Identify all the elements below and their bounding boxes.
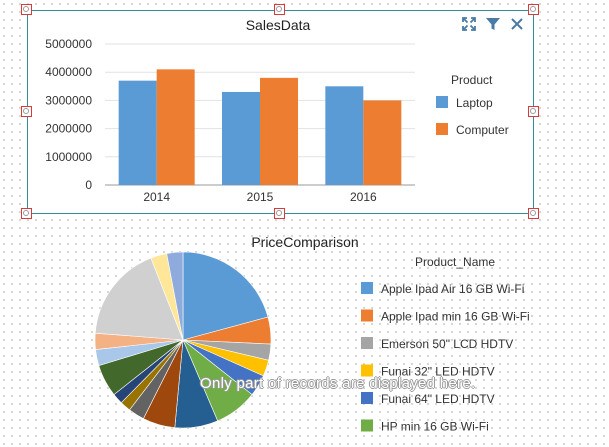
legend-title: Product_Name (415, 255, 495, 269)
legend-entry: Emerson 50" LCD HDTV (381, 337, 513, 351)
bar-computer-2016[interactable] (363, 100, 402, 185)
sales-chart-widget[interactable]: SalesData 0 1000000 2000000 3000000 4000000 5… (27, 10, 534, 214)
bar-laptop-2014[interactable] (118, 80, 157, 185)
legend-swatch (361, 282, 373, 294)
legend-swatch (436, 96, 448, 108)
legend-title: Product (451, 73, 493, 87)
legend-swatch (436, 123, 448, 135)
resize-handle-top-right[interactable] (528, 4, 539, 15)
y-tick-label: 0 (85, 178, 92, 192)
sales-bar-chart: SalesData 0 1000000 2000000 3000000 4000000 5… (45, 17, 509, 204)
y-tick-label: 2000000 (45, 122, 92, 136)
price-chart-widget[interactable]: PriceComparison Product_Name Apple Ipad … (0, 226, 609, 442)
legend-entry: Apple Ipad Air 16 GB Wi-Fi (381, 282, 524, 296)
y-tick-label: 4000000 (45, 65, 92, 79)
expand-icon[interactable] (461, 16, 477, 32)
pie-slice[interactable] (94, 257, 184, 341)
legend-swatch (361, 392, 373, 404)
resize-handle-top[interactable] (274, 4, 285, 15)
legend-entry: Apple Ipad min 16 GB Wi-Fi (381, 310, 530, 324)
legend: Product Laptop Computer (436, 73, 509, 137)
resize-handle-right[interactable] (528, 106, 539, 117)
bar-computer-2014[interactable] (156, 69, 195, 185)
legend-swatch (361, 364, 373, 377)
legend-entry: Funai 64" LED HDTV (381, 392, 495, 406)
legend-swatch (361, 337, 373, 349)
legend-entry: Computer (456, 123, 509, 137)
y-axis-ticks: 0 1000000 2000000 3000000 4000000 5000000 (45, 37, 92, 192)
y-tick-label: 1000000 (45, 150, 92, 164)
partial-records-notice: Only part of records are displayed here. (200, 375, 476, 392)
price-pie-chart: PriceComparison Product_Name Apple Ipad … (94, 234, 530, 434)
pie-slice[interactable] (166, 251, 184, 341)
y-tick-label: 5000000 (45, 37, 92, 51)
legend-swatch (361, 419, 373, 432)
resize-handle-top-left[interactable] (21, 4, 32, 15)
x-tick-label: 2015 (247, 190, 274, 204)
resize-handle-bottom-left[interactable] (21, 208, 32, 219)
x-tick-label: 2014 (143, 190, 170, 204)
resize-handle-bottom[interactable] (274, 208, 285, 219)
legend: Product_Name Apple Ipad Air 16 GB Wi-Fi A… (361, 255, 530, 434)
y-tick-label: 3000000 (45, 93, 92, 107)
x-axis-ticks: 2014 2015 2016 (143, 190, 377, 204)
legend-entry: HP min 16 GB Wi-Fi (381, 420, 489, 434)
legend-entry: Funai 32" LED HDTV (381, 365, 495, 379)
bar-computer-2015[interactable] (260, 77, 298, 185)
chart-title: PriceComparison (251, 234, 358, 250)
pie-slice[interactable] (182, 251, 269, 341)
x-tick-label: 2016 (350, 190, 377, 204)
legend-entry: Laptop (456, 96, 493, 110)
resize-handle-bottom-right[interactable] (528, 208, 539, 219)
legend-swatch (361, 309, 373, 322)
resize-handle-left[interactable] (21, 106, 32, 117)
bar-laptop-2015[interactable] (222, 91, 260, 185)
bars (118, 69, 402, 185)
bar-laptop-2016[interactable] (325, 86, 364, 185)
filter-icon[interactable] (485, 16, 501, 32)
pie-slices (94, 251, 272, 429)
close-icon[interactable] (509, 16, 525, 32)
chart-title: SalesData (246, 17, 311, 33)
